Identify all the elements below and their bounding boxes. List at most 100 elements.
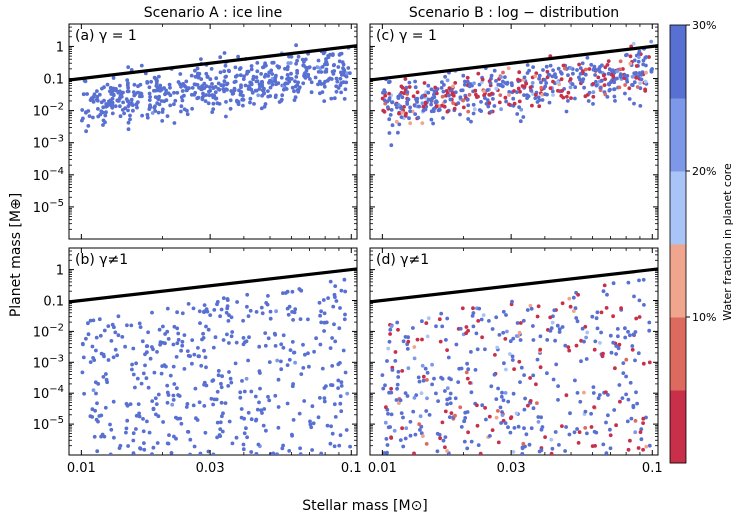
data-point (417, 104, 421, 109)
data-point (512, 426, 517, 430)
data-point (128, 402, 133, 406)
data-point (531, 338, 536, 342)
data-point (111, 399, 116, 404)
data-point (246, 314, 251, 318)
data-point (176, 337, 181, 342)
data-point (626, 447, 631, 452)
data-point (592, 405, 596, 409)
data-point (292, 98, 297, 102)
data-point (265, 302, 270, 307)
data-point (387, 91, 391, 96)
data-point (499, 421, 503, 425)
data-point (126, 81, 130, 86)
data-point (531, 65, 535, 69)
data-point (543, 435, 547, 439)
data-point (423, 101, 428, 106)
data-point (92, 434, 97, 439)
data-point (151, 407, 156, 412)
data-point (230, 92, 235, 96)
data-point (601, 289, 606, 294)
data-point (249, 389, 254, 394)
data-point (530, 81, 535, 85)
data-point (604, 451, 609, 455)
data-point (201, 336, 206, 340)
data-point (383, 420, 388, 425)
data-point (586, 99, 591, 103)
data-point (284, 87, 289, 91)
data-point (544, 64, 549, 69)
data-point (553, 72, 557, 76)
data-point (212, 93, 217, 98)
data-point (163, 332, 168, 336)
data-point (145, 115, 150, 120)
data-point (105, 82, 110, 87)
data-point (593, 73, 597, 77)
data-point (290, 289, 295, 294)
data-point (246, 410, 251, 415)
data-point (227, 419, 232, 424)
data-point (514, 411, 519, 416)
x-tick-label: 0.03 (196, 461, 225, 476)
data-point (126, 444, 130, 448)
data-point (341, 62, 346, 67)
ice-line-reference (69, 267, 357, 304)
data-point (241, 77, 246, 81)
data-point (285, 363, 290, 367)
data-point (186, 430, 191, 434)
data-point (581, 77, 586, 81)
data-point (322, 99, 327, 103)
data-point (329, 96, 334, 101)
data-point (140, 113, 145, 118)
data-point (557, 443, 561, 447)
data-point (339, 90, 343, 95)
data-point (637, 315, 642, 319)
data-point (587, 90, 592, 95)
data-point (345, 71, 349, 76)
data-point (319, 451, 324, 455)
data-point (296, 80, 300, 85)
data-point (238, 73, 243, 78)
data-point (550, 74, 555, 79)
data-point (298, 452, 303, 455)
data-point (202, 93, 206, 98)
data-point (602, 83, 607, 87)
data-point (242, 389, 247, 394)
data-point (407, 116, 411, 121)
data-point (445, 348, 449, 352)
data-point (492, 68, 497, 73)
data-point (567, 348, 572, 353)
data-point (465, 75, 470, 80)
data-point (521, 115, 526, 119)
data-point (517, 105, 521, 109)
data-point (533, 96, 538, 101)
data-point (222, 79, 227, 84)
data-point (468, 82, 473, 86)
data-point (584, 357, 589, 361)
data-point (476, 443, 481, 447)
data-point (104, 377, 109, 382)
data-point (462, 82, 467, 87)
data-point (338, 52, 343, 56)
data-point (478, 451, 483, 455)
data-point (296, 54, 301, 59)
data-point (559, 77, 564, 82)
data-point (460, 306, 465, 311)
data-point (547, 100, 552, 105)
data-point (400, 95, 405, 100)
data-point (491, 97, 495, 101)
data-point (493, 353, 497, 357)
colorbar-segment (670, 390, 686, 464)
data-point (198, 451, 203, 455)
data-point (468, 381, 472, 385)
data-point (421, 108, 426, 113)
data-point (91, 388, 96, 393)
data-point (607, 88, 612, 93)
data-point (167, 82, 172, 87)
data-point (649, 69, 654, 74)
data-point (180, 343, 185, 348)
data-point (241, 318, 246, 323)
data-point (125, 418, 130, 423)
data-point (285, 77, 289, 81)
data-point (211, 452, 216, 455)
data-point (632, 58, 637, 63)
